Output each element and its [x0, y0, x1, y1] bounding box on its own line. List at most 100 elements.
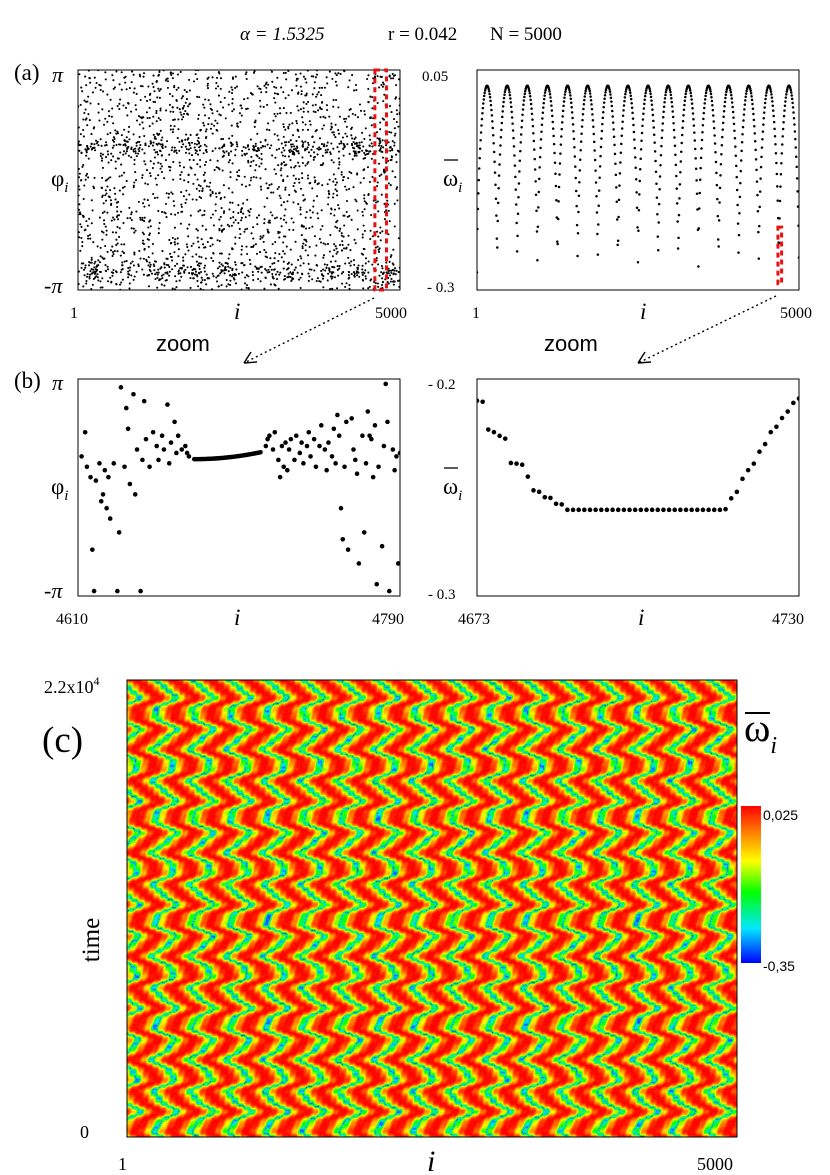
frequency-point	[705, 89, 708, 92]
phase-point	[230, 124, 233, 127]
phase-point	[389, 255, 392, 258]
frequency-point	[761, 130, 765, 133]
frequency-point	[581, 118, 584, 122]
phase-point	[177, 86, 180, 89]
frequency-point	[684, 90, 688, 93]
phase-point	[381, 272, 384, 276]
incoherent-point	[379, 543, 385, 549]
phase-point	[89, 270, 92, 273]
frequency-point	[785, 409, 790, 414]
incoherent-point	[159, 433, 165, 439]
phase-point	[341, 179, 345, 182]
phase-point	[282, 91, 285, 94]
incoherent-point	[115, 588, 120, 594]
phase-point	[334, 72, 337, 75]
phase-point	[279, 112, 282, 115]
incoherent-point	[147, 464, 152, 470]
frequency-point	[558, 162, 562, 165]
phase-point	[285, 111, 288, 115]
phase-point	[379, 239, 382, 242]
phase-point	[295, 145, 299, 148]
frequency-point	[572, 137, 576, 141]
phase-point	[338, 115, 341, 118]
frequency-point	[616, 239, 620, 243]
phase-point	[156, 96, 159, 99]
phase-point	[395, 109, 398, 112]
frequency-point	[690, 98, 693, 101]
phase-point	[117, 200, 120, 203]
phase-point	[313, 235, 316, 238]
phase-point	[186, 227, 189, 230]
phase-point	[99, 88, 102, 92]
phase-point	[337, 274, 340, 277]
phase-point	[203, 213, 206, 216]
incoherent-point	[383, 381, 388, 387]
incoherent-point	[329, 454, 335, 459]
frequency-point	[663, 97, 667, 100]
phase-point	[295, 122, 298, 125]
phase-point	[336, 226, 339, 229]
frequency-point	[717, 507, 723, 513]
phase-point	[113, 249, 116, 253]
phase-point	[174, 213, 177, 216]
phase-point	[263, 222, 266, 225]
frequency-point	[569, 97, 573, 101]
frequency-point	[735, 188, 739, 192]
frequency-point	[550, 104, 553, 107]
phase-point	[241, 271, 244, 274]
phase-point	[335, 252, 338, 255]
phase-point	[304, 164, 307, 167]
phase-point	[101, 238, 104, 241]
phase-point	[217, 94, 220, 97]
phase-point	[128, 125, 131, 128]
phase-point	[352, 271, 355, 274]
frequency-point	[650, 103, 654, 107]
phase-point	[178, 108, 181, 111]
phase-point	[230, 86, 233, 89]
frequency-point	[629, 94, 632, 97]
phase-point	[287, 70, 290, 73]
frequency-point	[520, 119, 524, 122]
phase-point	[363, 208, 366, 211]
frequency-point	[601, 122, 604, 126]
frequency-point	[565, 507, 570, 513]
phase-point	[356, 116, 360, 119]
phase-point	[280, 204, 283, 207]
frequency-point	[669, 90, 672, 94]
phase-point	[299, 276, 302, 279]
frequency-point	[590, 103, 593, 106]
phase-point	[118, 83, 121, 86]
phase-point	[217, 85, 220, 88]
frequency-point	[560, 135, 563, 138]
phase-point	[129, 266, 132, 269]
phase-point	[188, 78, 191, 81]
phase-point	[185, 198, 188, 201]
phase-point	[219, 77, 223, 80]
incoherent-point	[317, 443, 322, 449]
phase-point	[153, 137, 156, 140]
phase-point	[348, 262, 351, 265]
phase-point	[381, 81, 385, 84]
phase-point	[234, 218, 237, 222]
phase-point	[390, 158, 393, 161]
frequency-point	[639, 148, 643, 151]
phase-point	[124, 106, 128, 109]
frequency-point	[771, 104, 775, 107]
phase-point	[174, 243, 177, 246]
phase-point	[327, 196, 330, 199]
phase-point	[346, 215, 349, 218]
frequency-point	[697, 227, 701, 230]
phase-point	[133, 253, 136, 256]
phase-point	[254, 243, 257, 246]
phase-point	[165, 140, 169, 143]
phase-point	[328, 269, 331, 272]
phase-point	[371, 145, 374, 148]
phase-point	[200, 238, 203, 241]
frequency-point	[523, 92, 527, 95]
phase-point	[390, 254, 393, 257]
frequency-point	[511, 122, 514, 125]
phase-point	[263, 248, 266, 251]
phase-point	[367, 87, 370, 90]
incoherent-point	[150, 429, 156, 435]
